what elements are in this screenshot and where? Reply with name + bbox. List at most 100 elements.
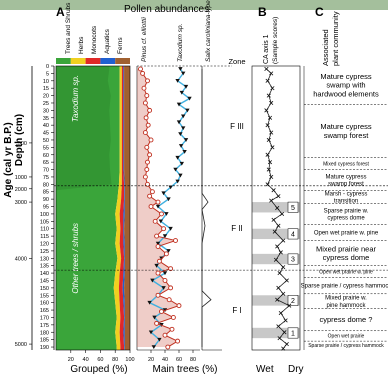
depth-axis: 0510152025303540455055606570758085909510… (40, 64, 55, 351)
grouped-x-tick-label: 40 (83, 357, 89, 363)
ca-point (265, 182, 270, 187)
ca-x-label-dry: Dry (288, 364, 304, 375)
community-label: cypress dome (327, 216, 365, 222)
pinus-point (144, 144, 150, 150)
legend-swatch (115, 58, 130, 64)
main-series-header: Pinus cf. elliottii (141, 17, 148, 62)
ca-band (252, 253, 300, 265)
pinus-point (147, 193, 153, 199)
legend-label: Trees and Shrubs (65, 2, 72, 54)
taxodium-point (161, 191, 166, 196)
community-label: Open wet prairie w. pine (314, 230, 379, 236)
community-label: Marsh - cypress (325, 191, 368, 197)
community-label: hardwood elements (313, 89, 379, 98)
grouped-x-tick-label: 100 (125, 357, 134, 363)
ca-title-line2: (Sample scores) (272, 17, 279, 64)
taxodium-point (179, 90, 184, 95)
main-x-tick-label: 40 (162, 357, 168, 363)
taxodium-point (181, 126, 186, 131)
ca-point (264, 108, 269, 113)
depth-tick-label: 165 (40, 308, 49, 314)
ca-point (266, 167, 271, 172)
pinus-point (161, 226, 167, 232)
age-tick-label: 4000 (15, 256, 27, 262)
pinus-point (155, 199, 161, 205)
community-title-line1: Associated (321, 29, 330, 66)
grouped-area-monocots (118, 66, 125, 350)
panel-label-b: B (258, 5, 267, 19)
taxodium-point (154, 263, 159, 268)
community-label: Sparse prairie w. (324, 208, 369, 214)
pinus-point (159, 211, 164, 217)
ca-point (281, 346, 286, 351)
taxodium-point (152, 315, 157, 320)
community-label: Open wet prairie w. pine (319, 269, 373, 275)
age-tick-label: 500 (18, 141, 27, 147)
community-label: Mature cypress (320, 72, 372, 81)
depth-tick-label: 145 (40, 278, 49, 284)
pinus-point (170, 315, 176, 320)
grouped-x-tick-label: 20 (68, 357, 74, 363)
depth-tick-label: 60 (43, 153, 49, 159)
taxodium-point (178, 144, 184, 148)
legend-label: Monocots (91, 25, 98, 54)
pinus-point (145, 122, 151, 128)
community-label: transition (334, 199, 358, 205)
grouped-pollen-panel: Taxodium sp. Other trees / shrubs 20 40 60 80… (55, 2, 135, 363)
ca-point (278, 250, 283, 255)
ca-point (275, 205, 280, 211)
depth-tick-label: 130 (40, 256, 49, 262)
grouped-x-label: Grouped (%) (70, 364, 127, 375)
ca-point (272, 229, 277, 234)
community-label: cypress dome ? (320, 315, 373, 324)
ca-point (270, 145, 275, 150)
community-label: Mixed prairie w. (325, 296, 367, 302)
taxodium-point (155, 241, 161, 246)
depth-tick-label: 75 (43, 175, 49, 181)
main-series-header: Salix caroliniana-type (205, 0, 212, 62)
depth-tick-label: 135 (40, 264, 49, 270)
depth-tick-label: 140 (40, 271, 49, 277)
age-tick-label: 3000 (15, 200, 27, 206)
panel-label-c: C (315, 5, 324, 19)
depth-tick-label: 150 (40, 286, 49, 292)
pinus-point (155, 270, 161, 276)
taxodium-point (182, 149, 187, 154)
ca-point (264, 66, 269, 72)
ca-point (277, 271, 282, 276)
community-label: swamp forest (328, 181, 364, 187)
depth-tick-label: 110 (40, 227, 49, 233)
legend-swatch (56, 58, 71, 64)
zone-label: F I (232, 306, 241, 315)
ca-band-number-box (287, 253, 299, 265)
depth-tick-label: 30 (43, 108, 49, 114)
taxodium-point (162, 234, 168, 239)
depth-tick-label: 125 (40, 249, 49, 255)
zone-label: F III (230, 122, 244, 131)
taxodium-point (185, 108, 190, 113)
taxodium-point (151, 345, 156, 350)
ca-point (287, 303, 292, 308)
taxodium-point (183, 84, 189, 89)
depth-tick-label: 190 (40, 345, 49, 351)
taxodium-point (158, 219, 163, 224)
pinus-point (175, 338, 181, 344)
legend-swatch (70, 58, 86, 64)
community-label: cypress dome (323, 253, 370, 262)
depth-tick-label: 65 (43, 160, 49, 166)
community-label: pine hammock (326, 303, 366, 309)
depth-tick-label: 5 (46, 71, 49, 77)
ca-point (282, 330, 287, 335)
grouped-x-tick-label: 80 (112, 357, 118, 363)
depth-tick-label: 175 (40, 323, 49, 329)
age-tick-label: 5000 (15, 342, 27, 348)
pollen-title: Pollen abundances (124, 4, 209, 15)
ca-x-label-wet: Wet (256, 364, 274, 375)
ca-axis-panel: Zone F III F II F I 5 4 3 2 1 CA axis 1 (Sample sc… (54, 17, 388, 351)
pinus-point (149, 189, 155, 195)
taxodium-point (175, 78, 180, 83)
ca-band-number-box (287, 327, 299, 339)
taxodium-point (183, 138, 189, 142)
